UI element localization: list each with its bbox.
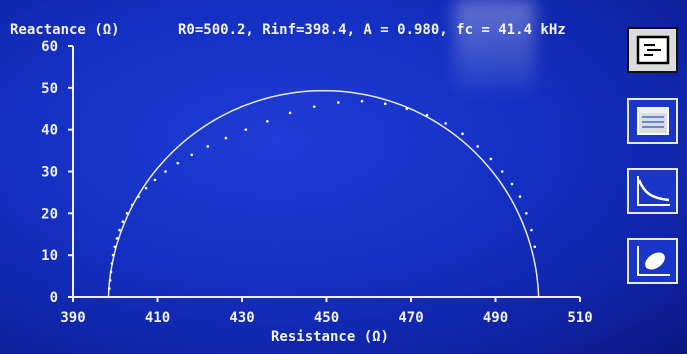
data-point xyxy=(164,170,167,173)
data-point xyxy=(108,278,112,282)
y-tick-label: 10 xyxy=(41,248,58,264)
x-tick-label: 410 xyxy=(145,310,170,326)
data-point xyxy=(510,182,514,186)
data-point xyxy=(137,195,140,198)
data-point xyxy=(121,220,125,223)
data-point xyxy=(476,145,480,148)
data-point xyxy=(113,245,117,249)
data-point xyxy=(153,178,157,182)
data-point xyxy=(461,132,464,136)
data-point xyxy=(130,203,134,207)
data-point xyxy=(111,253,115,257)
data-point xyxy=(144,186,148,190)
y-tick-label: 20 xyxy=(41,206,58,222)
data-point xyxy=(533,245,537,249)
data-point xyxy=(500,170,504,173)
fit-curve xyxy=(107,89,540,298)
screen-glare xyxy=(455,0,535,90)
x-tick-label: 470 xyxy=(398,310,423,326)
x-tick-label: 510 xyxy=(567,310,592,326)
data-point xyxy=(425,113,429,117)
x-tick-label: 490 xyxy=(483,310,508,326)
data-point xyxy=(444,122,447,125)
data-point xyxy=(108,287,111,290)
data-point xyxy=(518,195,522,198)
y-tick-labels: 0 10 20 30 40 50 60 xyxy=(41,39,58,306)
ellipse-plot-button[interactable] xyxy=(627,238,678,284)
y-tick-label: 40 xyxy=(41,123,58,139)
data-point xyxy=(383,102,387,106)
y-tick-label: 50 xyxy=(41,81,58,97)
data-point xyxy=(288,111,292,115)
y-tick-label: 30 xyxy=(41,165,58,181)
data-point xyxy=(244,128,248,131)
data-point xyxy=(530,228,533,232)
x-tick-label: 430 xyxy=(229,310,254,326)
y-axis-label: Reactance (Ω) xyxy=(10,22,120,38)
data-point xyxy=(176,161,180,165)
table-view-button[interactable] xyxy=(627,98,678,144)
ellipse-plot-icon xyxy=(636,246,670,276)
axes xyxy=(68,45,581,302)
report-view-icon xyxy=(636,35,669,65)
decay-curve-button[interactable] xyxy=(627,168,678,214)
data-point xyxy=(405,107,409,111)
data-point xyxy=(224,136,228,140)
data-points xyxy=(108,99,537,290)
data-point xyxy=(489,157,493,161)
data-point xyxy=(312,105,316,108)
decay-curve-icon xyxy=(636,176,670,206)
data-point xyxy=(115,237,119,240)
data-point xyxy=(110,262,114,265)
data-point xyxy=(109,270,113,274)
report-view-button[interactable] xyxy=(627,27,678,73)
x-tick-label: 450 xyxy=(314,310,339,326)
y-tick-label: 60 xyxy=(41,39,58,55)
data-point xyxy=(360,99,364,103)
data-point xyxy=(337,101,340,104)
x-tick-label: 390 xyxy=(60,310,85,326)
data-point xyxy=(125,212,129,215)
data-point xyxy=(525,212,528,215)
data-point xyxy=(118,228,121,232)
data-point xyxy=(206,145,210,148)
data-point xyxy=(190,153,194,157)
fit-parameters-text: R0=500.2, Rinf=398.4, A = 0.980, fc = 41… xyxy=(178,22,566,38)
table-view-icon xyxy=(636,107,669,135)
y-tick-label: 0 xyxy=(50,290,58,306)
data-point xyxy=(266,120,269,123)
x-tick-labels: 390 410 430 450 470 490 510 xyxy=(60,310,592,326)
x-axis-label: Resistance (Ω) xyxy=(271,329,389,345)
